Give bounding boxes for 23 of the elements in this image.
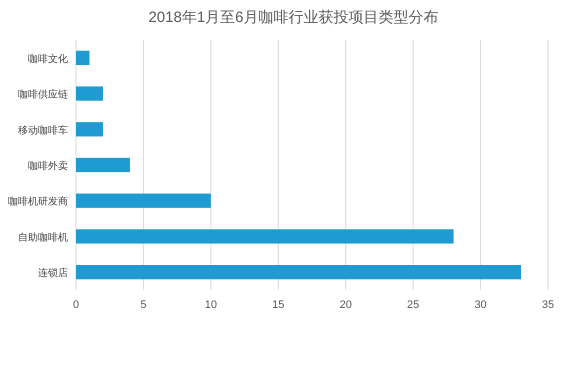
y-tick-label: 连锁店 [38,267,68,280]
y-tick-label: 咖啡外卖 [28,160,68,172]
bar [76,158,130,172]
y-tick-label: 咖啡供应链 [18,88,68,101]
y-tick-label: 咖啡文化 [28,52,68,65]
x-tick-label: 15 [272,299,284,311]
x-tick-label: 35 [542,299,554,311]
chart-title: 2018年1月至6月咖啡行业获投项目类型分布 [148,9,439,26]
y-tick-label: 咖啡机研发商 [8,196,68,208]
bar [76,50,90,65]
bar [76,86,103,101]
bar [76,265,522,280]
x-tick-label: 10 [204,299,217,311]
y-tick-label: 自助咖啡机 [18,231,68,244]
x-tick-label: 0 [72,299,80,311]
x-tick-label: 30 [474,299,487,311]
x-tick-label: 5 [140,299,146,311]
bar [76,229,454,244]
y-tick-label: 移动咖啡车 [18,124,68,136]
x-tick-label: 20 [340,299,352,311]
bar [76,194,211,208]
bar [76,122,103,136]
x-tick-label: 25 [407,299,420,311]
